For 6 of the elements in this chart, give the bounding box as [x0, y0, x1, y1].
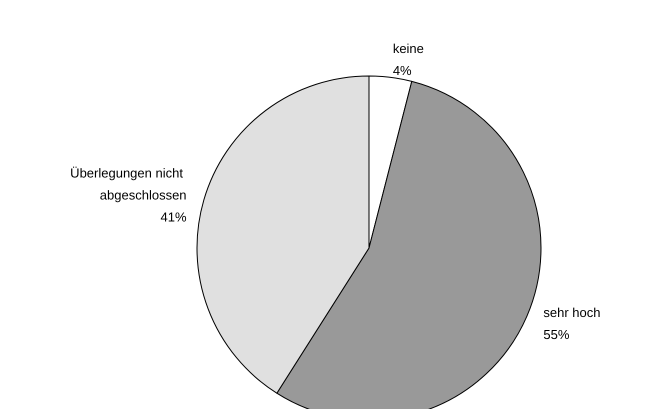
- data-label: 41%: [160, 209, 187, 224]
- data-label: 55%: [543, 326, 570, 342]
- slice-label: keine: [392, 41, 424, 56]
- slice-label: Überlegungen nicht abgeschlossen: [70, 165, 187, 202]
- data-label: 4%: [392, 63, 412, 78]
- slice-label: sehr hoch: [543, 304, 600, 320]
